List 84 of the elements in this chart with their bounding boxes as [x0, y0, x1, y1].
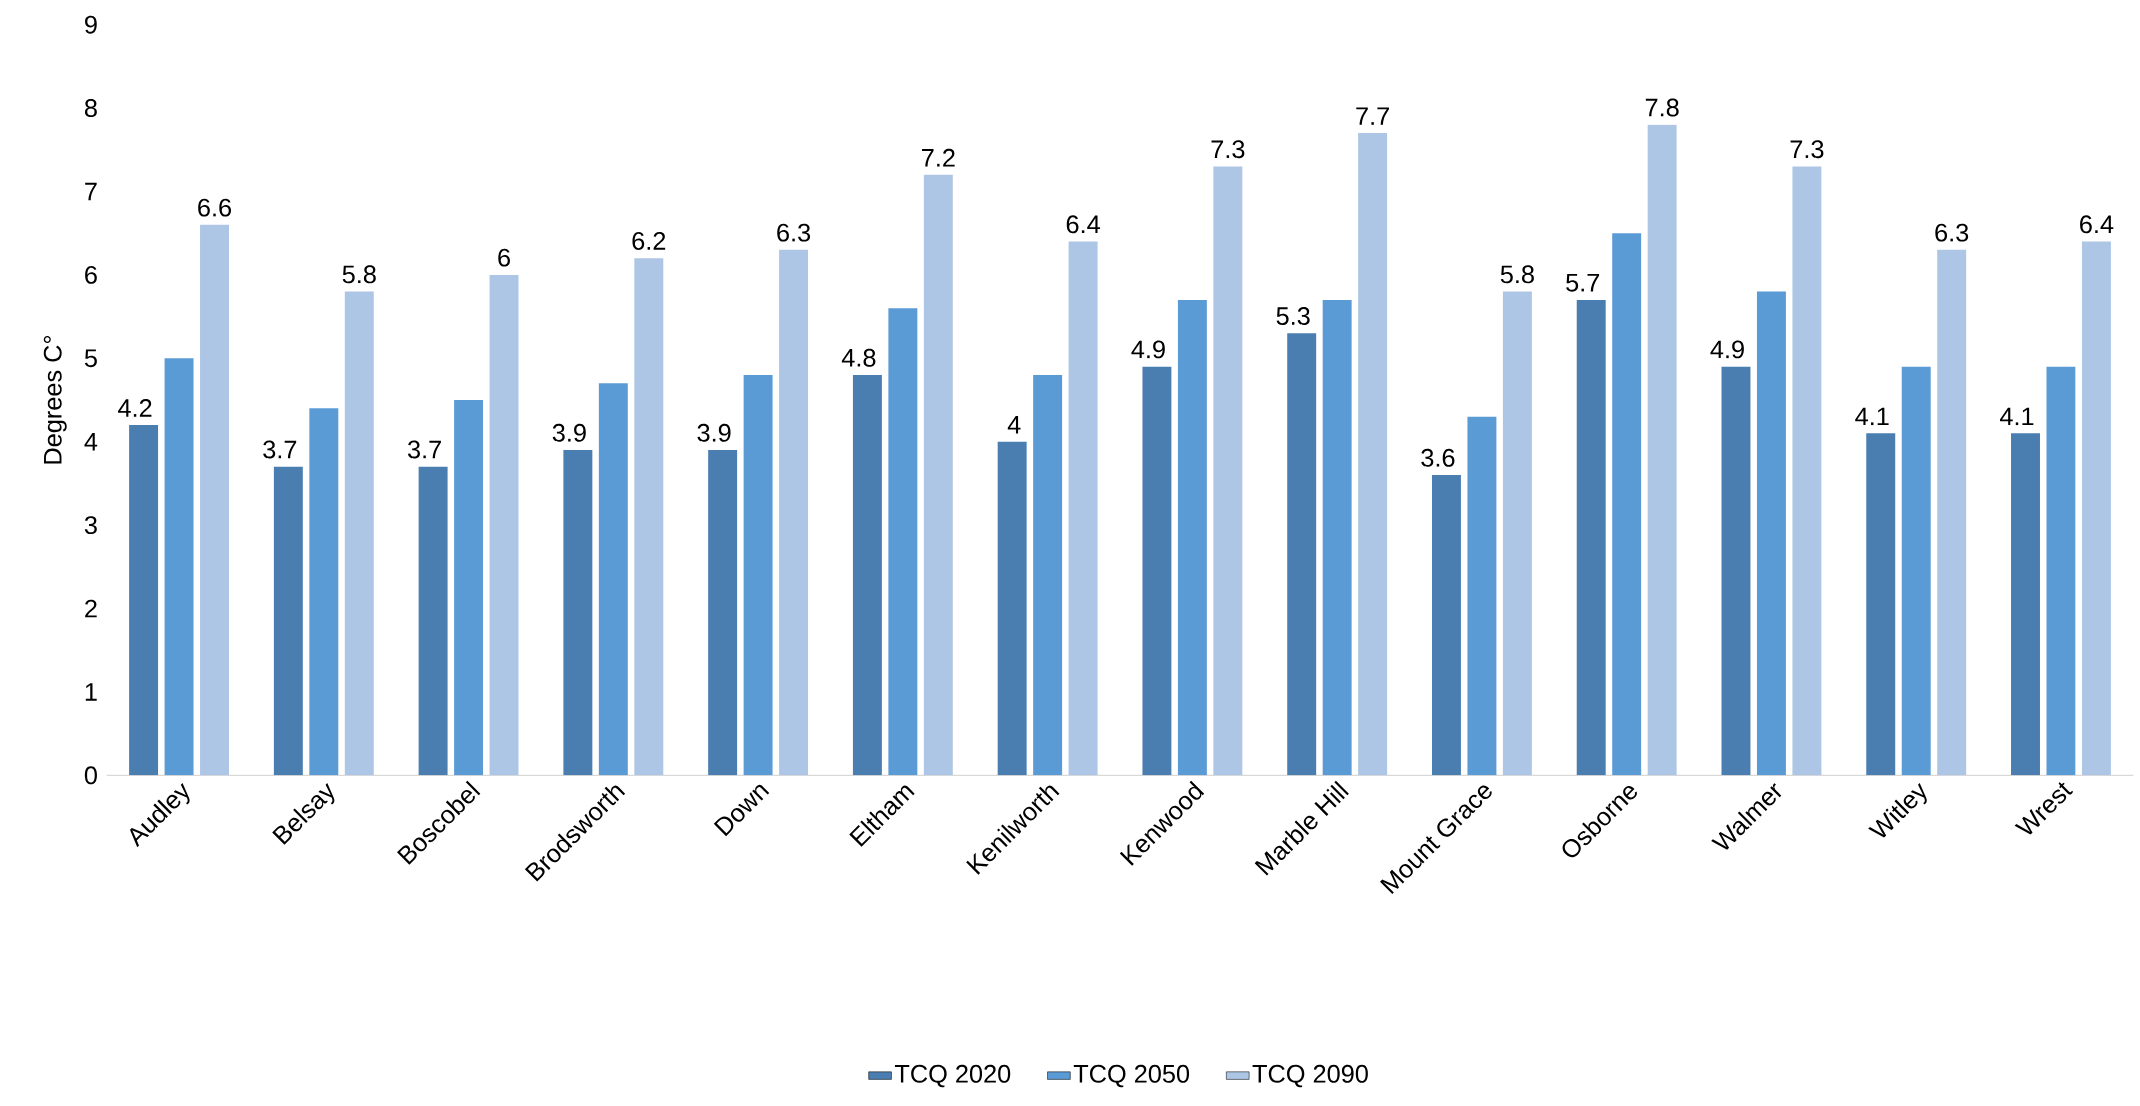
- bar: [1142, 366, 1172, 776]
- legend-label: TCQ 2020: [894, 1064, 1011, 1088]
- bar: [888, 308, 918, 776]
- bar: [1213, 166, 1243, 776]
- bar: [1431, 475, 1461, 776]
- bar: [1502, 291, 1532, 776]
- data-label: 5.7: [1566, 273, 1600, 292]
- data-label: 7.3: [1211, 140, 1245, 159]
- y-tick-label: 4: [84, 433, 98, 451]
- y-tick-label: 8: [84, 99, 97, 118]
- bar: [1612, 233, 1642, 776]
- y-tick-label: 3: [84, 516, 97, 535]
- data-label: 5.3: [1276, 307, 1310, 326]
- bar: [2081, 241, 2111, 776]
- data-label: 6.3: [1935, 223, 1969, 242]
- bar: [273, 466, 303, 776]
- bar: [200, 224, 229, 776]
- data-label: 5.8: [1500, 265, 1534, 284]
- bar: [852, 374, 882, 776]
- data-label: 6.2: [632, 232, 666, 250]
- data-label: 3.9: [552, 423, 586, 442]
- data-label: 3.7: [263, 440, 297, 459]
- data-label: 6.6: [198, 198, 231, 217]
- data-label: 6: [498, 248, 510, 267]
- bar: [1756, 291, 1786, 776]
- bar: [1467, 416, 1497, 776]
- y-tick-label: 0: [84, 766, 97, 785]
- bar: [1866, 433, 1896, 776]
- data-label: 3.7: [407, 440, 441, 459]
- data-label: 6.4: [2080, 215, 2114, 234]
- data-label: 7.3: [1790, 140, 1824, 159]
- bar: [1576, 299, 1606, 776]
- bar: [129, 425, 159, 776]
- y-tick-label: 7: [85, 182, 97, 201]
- bar: [1177, 299, 1207, 776]
- data-label: 3.6: [1421, 448, 1455, 467]
- data-label: 6.4: [1066, 215, 1100, 234]
- data-label: 4.8: [841, 348, 876, 367]
- y-axis-title: Degrees C°: [43, 335, 67, 464]
- y-tick-label: 1: [85, 683, 97, 701]
- bar: [489, 274, 519, 776]
- data-label: 7.2: [922, 148, 955, 167]
- y-tick-label: 6: [85, 265, 97, 284]
- bar: [344, 291, 374, 776]
- data-label: 4.9: [1131, 340, 1165, 359]
- data-label: 6.3: [777, 223, 811, 242]
- data-label: 3.9: [697, 423, 731, 442]
- bar: [743, 374, 773, 776]
- bar: [923, 174, 953, 776]
- bar: [997, 441, 1027, 776]
- bar: [164, 358, 194, 776]
- legend-label: TCQ 2090: [1252, 1064, 1368, 1088]
- bar: [418, 466, 448, 776]
- data-label: 4.1: [1999, 407, 2034, 426]
- y-tick-label: 2: [85, 599, 97, 618]
- bar: [2046, 366, 2076, 776]
- data-label: 7.8: [1645, 98, 1679, 117]
- bar: [2011, 433, 2040, 776]
- bar: [1792, 166, 1822, 776]
- bar: [1358, 133, 1388, 776]
- bar: [1937, 249, 1967, 776]
- legend-label: TCQ 2050: [1073, 1064, 1190, 1088]
- bar: [1901, 366, 1931, 776]
- data-label: 4.1: [1855, 407, 1889, 426]
- bar: [1721, 366, 1751, 776]
- data-label: 4.2: [118, 399, 152, 417]
- bar: [309, 408, 339, 776]
- data-label: 4: [1007, 416, 1021, 434]
- data-label: 4.9: [1710, 340, 1744, 359]
- data-label: 7.7: [1356, 107, 1389, 125]
- y-tick-label: 5: [84, 349, 97, 368]
- data-label: 5.8: [342, 265, 376, 284]
- bar: [1647, 124, 1677, 776]
- bar: [634, 258, 664, 776]
- bar: [563, 450, 593, 776]
- bar: [598, 383, 628, 776]
- bar: [1033, 374, 1063, 776]
- bar: [1322, 299, 1352, 776]
- bar: [454, 400, 484, 776]
- y-tick-label: 9: [85, 15, 97, 34]
- bar: [1068, 241, 1098, 776]
- bar: [708, 450, 738, 776]
- bar: [779, 249, 809, 776]
- bar: [1287, 333, 1317, 776]
